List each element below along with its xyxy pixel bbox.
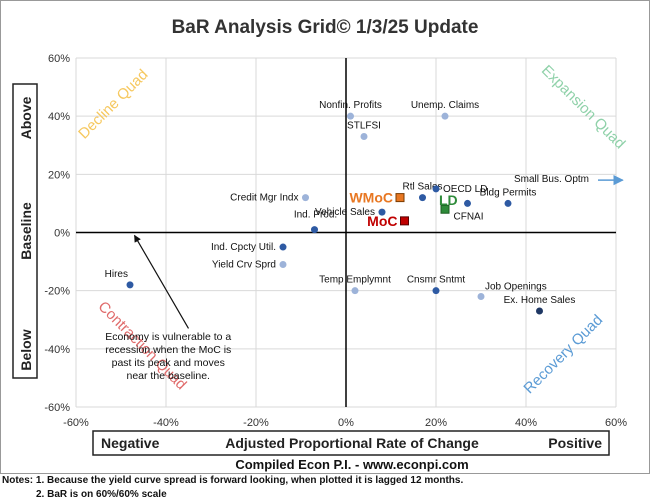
point-label: Yield Crv Sprd [212,259,276,270]
note-1: Notes: 1. Because the yield curve spread… [2,475,464,486]
point-label: Ex. Home Sales [504,295,576,306]
x-tick-label: -20% [243,417,269,429]
annotation: Economy is vulnerable to a recession when… [105,234,231,382]
scatter-point [432,287,440,295]
annotation-line: near the baseline. [127,370,210,382]
annotation-arrow [133,234,190,329]
ylabel-above: Above [18,96,34,139]
highlight-marker [440,204,450,214]
point-label: Vehicle Sales [315,207,375,218]
ylabel-baseline: Baseline [18,202,34,260]
point-label: Ind. Prod. [294,210,337,221]
point-label: CFNAI [454,211,484,222]
y-tick-label: 60% [48,53,70,65]
scatter-point [279,243,287,251]
point-label: Temp Emplymnt [319,275,391,286]
offscale-label: Small Bus. Optm [514,174,589,185]
y-tick-label: -60% [44,402,70,414]
annotation-line: past its peak and moves [112,357,225,369]
point-label: Hires [105,269,128,280]
x-tick-label: 40% [515,417,537,429]
scatter-point [477,292,485,300]
highlight-label: LD [439,192,458,208]
point-label: STLFSI [347,121,381,132]
annotation-text: Economy is vulnerable to a recession when… [105,331,231,382]
scatter-point [536,307,543,315]
point-label: OECD LD [443,184,487,195]
chart-frame [0,0,650,474]
point-label: Rtl Sales [402,182,442,193]
scatter-point [279,260,287,268]
y-tick-label: -20% [44,286,70,298]
scatter-point [464,199,471,207]
notes: Notes: 1. Because the yield curve spread… [2,474,463,502]
point-label: Nonfin. Profits [319,100,382,111]
scatter-point [351,287,359,295]
point-label: Cnsmr Sntmt [407,275,466,286]
y-tick-label: 0% [54,228,70,240]
scatter-point [432,185,440,193]
xlabel-positive: Positive [548,435,602,451]
point-label: Job Openings [485,281,547,292]
xlabel-main: Adjusted Proportional Rate of Change [225,435,479,451]
scatter-point [126,281,134,289]
tick-labels: 60% 40% 20% 0% -20% -40% -60% -60% -40% -20% 0% 20%… [44,53,627,429]
highlight-marker [395,193,405,203]
note-2: 2. BaR is on 60%/60% scale [36,489,167,500]
annotation-line: recession when the MoC is [105,344,231,356]
x-tick-label: 0% [338,417,354,429]
point-label: Bldg Permits [480,187,537,198]
scatter-point [419,194,426,202]
scatter-point [302,194,309,202]
y-tick-label: -40% [44,344,70,356]
x-tick-label: 20% [425,417,447,429]
y-tick-label: 40% [48,111,70,123]
scatter-point [441,112,449,120]
highlight-label: WMoC [349,190,393,206]
credit-text: Compiled Econ P.I. - www.econpi.com [235,457,468,472]
x-tick-label: 60% [605,417,627,429]
y-tick-label: 20% [48,169,70,181]
point-label: Ind. Cpcty Util. [211,242,276,253]
data-points: Nonfin. Profits Unemp. Claims STLFSI Credit… [105,100,624,315]
annotation-line: Economy is vulnerable to a [105,331,231,343]
scatter-point [347,112,354,120]
scatter-point [360,133,368,141]
x-tick-label: -60% [63,417,89,429]
xlabel-negative: Negative [101,435,160,451]
xlabel-box [92,430,610,456]
scatter-point [378,208,386,216]
ylabel-box [12,83,38,379]
highlight-label: MoC [367,213,397,229]
scatter-point [311,226,318,234]
chart-title: BaR Analysis Grid© 1/3/25 Update [172,17,479,38]
axes [76,58,616,407]
scatter-point [504,199,512,207]
x-tick-label: -40% [153,417,179,429]
highlight-marker [400,216,409,226]
point-label: Credit Mgr Indx [230,193,298,204]
ylabel-below: Below [18,329,34,370]
point-label: Unemp. Claims [411,100,479,111]
